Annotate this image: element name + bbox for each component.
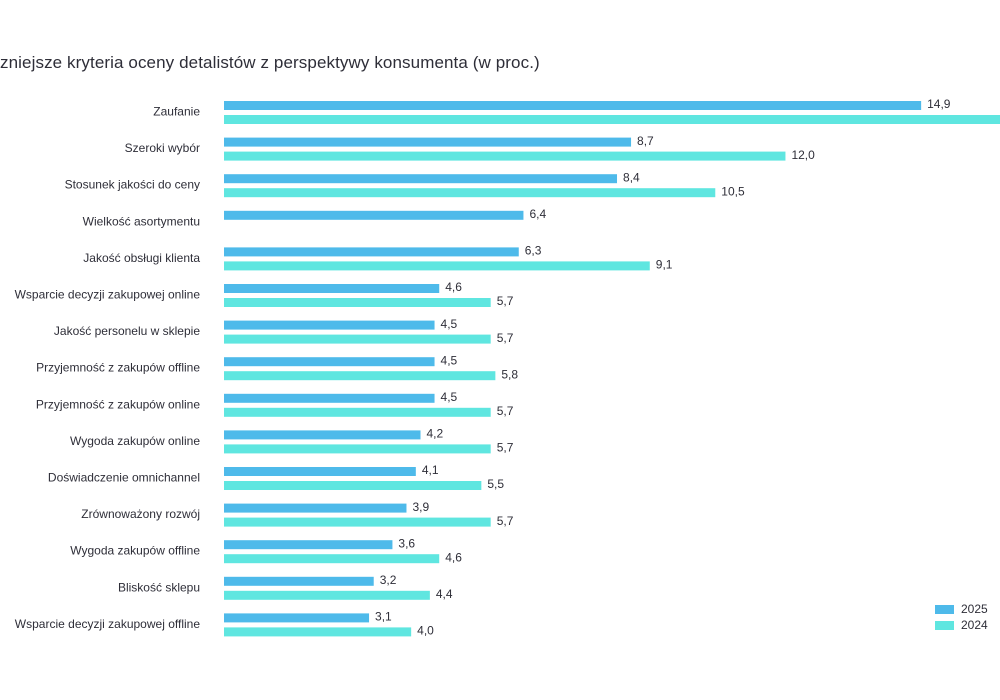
bar-2024 [224, 407, 491, 417]
value-label-2024: 5,5 [487, 477, 504, 491]
value-label-2024: 5,7 [497, 331, 514, 345]
bar-2025 [224, 210, 524, 220]
bar-2024 [224, 261, 650, 271]
value-label-2024: 5,7 [497, 514, 514, 528]
legend-label-2025: 2025 [961, 602, 988, 616]
category-label: Wsparcie decyzji zakupowej online [15, 288, 201, 302]
bar-2024 [224, 627, 412, 637]
bar-2024 [224, 444, 491, 454]
value-label-2024: 5,7 [497, 294, 514, 308]
bar-2024 [224, 334, 491, 344]
bar-2024 [224, 481, 482, 490]
value-label-2025: 3,9 [412, 500, 429, 514]
chart-title: zniejsze kryteria oceny detalistów z per… [0, 53, 540, 72]
value-label-2024: 5,7 [497, 404, 514, 418]
legend-swatch-2024 [935, 621, 954, 630]
bar-2025 [224, 613, 370, 623]
category-label: Wielkość asortymentu [83, 214, 200, 228]
value-label-2025: 3,2 [380, 573, 397, 587]
value-label-2025: 4,5 [441, 317, 458, 331]
value-label-2025: 4,6 [445, 280, 462, 294]
category-label: Przyjemność z zakupów offline [36, 361, 200, 375]
legend-swatch-2025 [935, 605, 954, 614]
legend-label-2024: 2024 [961, 618, 988, 632]
value-label-2024: 4,0 [417, 624, 434, 638]
value-label-2024: 5,7 [497, 441, 514, 455]
bar-2024 [224, 298, 491, 307]
category-label: Wsparcie decyzji zakupowej offline [15, 617, 201, 631]
bar-2025 [224, 247, 519, 257]
bar-2024 [224, 188, 716, 198]
value-label-2025: 8,4 [623, 170, 640, 184]
bar-2025 [224, 540, 393, 550]
bar-2024 [224, 554, 440, 564]
category-label: Jakość obsługi klienta [83, 251, 200, 265]
category-label: Wygoda zakupów online [70, 434, 200, 448]
bar-2025 [224, 576, 374, 586]
bar-2025 [224, 320, 435, 330]
bar-2025 [224, 467, 416, 476]
bar-2025 [224, 503, 407, 513]
bar-2025 [224, 174, 618, 184]
category-label: Doświadczenie omnichannel [48, 471, 200, 485]
value-label-2025: 4,1 [422, 463, 439, 477]
bar-2025 [224, 430, 421, 440]
value-label-2024: 10,5 [721, 184, 745, 198]
value-label-2024: 5,8 [501, 367, 518, 381]
bar-2025 [224, 101, 922, 110]
value-label-2025: 6,3 [525, 244, 542, 258]
bar-2024 [224, 517, 491, 527]
value-label-2025: 8,7 [637, 134, 654, 148]
bar-2025 [224, 284, 440, 293]
category-label: Szeroki wybór [125, 141, 200, 155]
bar-2025 [224, 357, 435, 367]
category-label: Zrównoważony rozwój [81, 507, 200, 521]
bar-2024 [224, 590, 430, 600]
value-label-2024: 9,1 [656, 258, 673, 272]
value-label-2024: 4,6 [445, 550, 462, 564]
bar-2024 [224, 151, 786, 161]
value-label-2025: 6,4 [529, 207, 546, 221]
value-label-2025: 4,2 [427, 427, 444, 441]
bar-2024 [224, 371, 496, 381]
value-label-2025: 4,5 [441, 390, 458, 404]
value-label-2024: 4,4 [436, 587, 453, 601]
bar-2025 [224, 137, 632, 147]
value-label-2025: 3,6 [398, 536, 415, 550]
value-label-2025: 4,5 [441, 353, 458, 367]
category-label: Jakość personelu w sklepie [54, 324, 200, 338]
category-label: Zaufanie [153, 105, 200, 119]
value-label-2024: 12,0 [791, 148, 815, 162]
category-label: Stosunek jakości do ceny [65, 178, 200, 192]
category-label: Wygoda zakupów offline [70, 544, 200, 558]
value-label-2025: 3,1 [375, 610, 392, 624]
bar-2024 [224, 115, 1000, 124]
category-label: Przyjemność z zakupów online [36, 397, 200, 411]
bar-2025 [224, 393, 435, 403]
value-label-2025: 14,9 [927, 97, 951, 111]
category-label: Bliskość sklepu [118, 580, 200, 594]
